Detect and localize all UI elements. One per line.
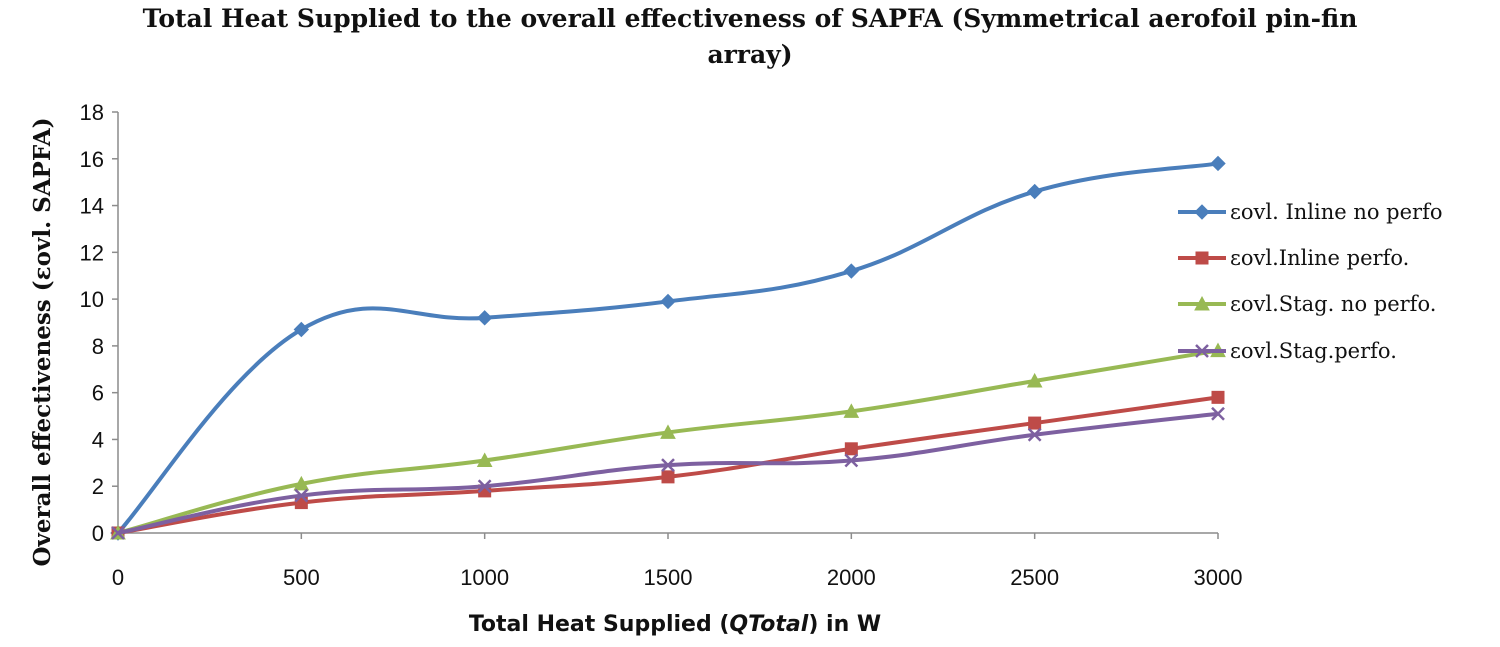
y-tick-label: 18 bbox=[80, 100, 104, 125]
y-tick-label: 10 bbox=[80, 287, 104, 312]
chart-axes bbox=[117, 112, 1218, 534]
legend: εovl. Inline no perfo εovl.Inline perfo. ε… bbox=[1178, 200, 1443, 363]
y-tick-label: 14 bbox=[80, 194, 104, 219]
y-tick-label: 2 bbox=[92, 474, 104, 499]
series-1-point bbox=[1026, 183, 1043, 200]
series-3-point bbox=[476, 452, 493, 467]
series-4 bbox=[111, 406, 1225, 540]
y-tick-label: 16 bbox=[80, 147, 104, 172]
series-1-point bbox=[476, 310, 493, 326]
series-1-point bbox=[293, 321, 310, 338]
legend-marker bbox=[1195, 251, 1209, 265]
x-axis-label-italic: QTotal bbox=[729, 612, 808, 637]
series-2-point bbox=[1211, 390, 1225, 404]
series-2-point bbox=[844, 442, 858, 456]
x-tick-label: 1500 bbox=[644, 565, 693, 590]
series-3 bbox=[110, 342, 1226, 540]
series-2-point bbox=[1028, 416, 1042, 430]
series-4-point bbox=[111, 526, 125, 540]
legend-marker bbox=[1194, 295, 1210, 311]
y-tick-label: 6 bbox=[92, 381, 104, 406]
series-1-point bbox=[843, 263, 860, 279]
series-3-point bbox=[843, 403, 860, 418]
series-3-point bbox=[293, 475, 310, 491]
series-3-point bbox=[1026, 372, 1043, 388]
legend-label: εovl.Stag. no perfo. bbox=[1230, 292, 1436, 316]
series-1-point bbox=[660, 293, 676, 310]
legend-label: εovl.Inline perfo. bbox=[1230, 246, 1409, 270]
series-4-point bbox=[1027, 427, 1042, 442]
legend-label: εovl.Stag.perfo. bbox=[1230, 339, 1397, 363]
y-axis-ticks: 0 2 4 6 8 10 12 14 16 18 bbox=[80, 100, 118, 546]
legend-label: εovl. Inline no perfo bbox=[1230, 200, 1443, 224]
chart-title-line-2: array) bbox=[707, 40, 793, 69]
y-tick-label: 0 bbox=[92, 521, 104, 546]
x-axis-label-post: ) in W bbox=[808, 612, 881, 637]
y-tick-label: 4 bbox=[92, 427, 104, 452]
y-tick-label: 8 bbox=[92, 334, 104, 359]
series-3-point bbox=[660, 424, 676, 439]
series-4-point bbox=[844, 453, 859, 468]
x-tick-label: 2500 bbox=[1010, 565, 1059, 590]
series-4-point bbox=[294, 488, 309, 503]
x-tick-label: 2000 bbox=[827, 565, 876, 590]
y-axis-label: Overall effectiveness (εovl. SAPFA) bbox=[29, 117, 56, 566]
series-4-point bbox=[1211, 406, 1225, 421]
x-tick-label: 500 bbox=[283, 565, 320, 590]
series-2-point bbox=[661, 470, 675, 484]
x-axis-ticks: 0 500 1000 1500 2000 2500 3000 bbox=[112, 533, 1243, 590]
legend-marker bbox=[1195, 344, 1209, 358]
legend-marker bbox=[1194, 204, 1210, 220]
series-4-point bbox=[661, 458, 675, 473]
series-4-point bbox=[477, 479, 492, 494]
y-tick-label: 12 bbox=[80, 240, 104, 265]
x-axis-label: Total Heat Supplied (QTotal) in W bbox=[469, 612, 881, 637]
series-group bbox=[110, 155, 1226, 541]
chart-title-line-1: Total Heat Supplied to the overall effec… bbox=[142, 4, 1358, 33]
x-tick-label: 0 bbox=[112, 565, 124, 590]
x-tick-label: 1000 bbox=[460, 565, 509, 590]
series-1-point bbox=[1210, 155, 1226, 172]
x-axis-label-pre: Total Heat Supplied ( bbox=[469, 612, 730, 637]
x-tick-label: 3000 bbox=[1194, 565, 1243, 590]
